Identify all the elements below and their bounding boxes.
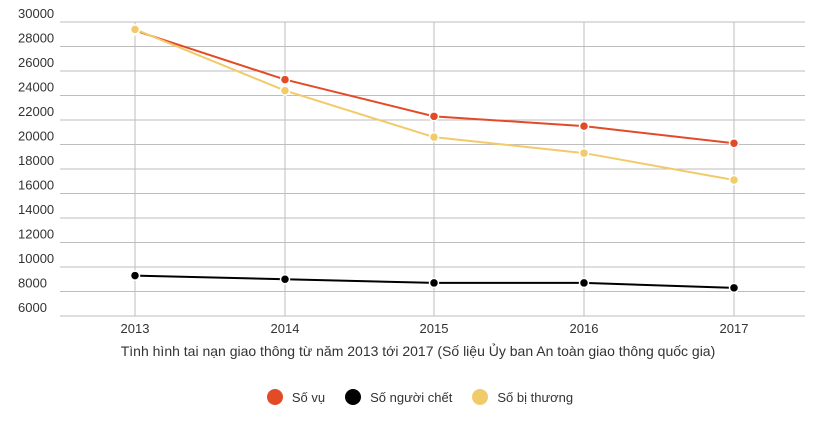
data-point[interactable]: [428, 277, 440, 289]
y-tick-label: 24000: [18, 80, 54, 95]
y-tick-label: 26000: [18, 55, 54, 70]
legend-label: Số vụ: [291, 389, 326, 405]
legend-label: Số người chết: [370, 389, 453, 405]
y-tick-label: 8000: [18, 276, 47, 291]
series-lines: [129, 24, 740, 294]
y-tick-label: 6000: [18, 300, 47, 315]
legend-swatch: [266, 389, 283, 405]
y-tick-label: 12000: [18, 227, 54, 242]
legend-swatch: [345, 389, 362, 405]
x-tick-label: 2014: [271, 321, 300, 336]
legend-swatch: [472, 389, 489, 405]
data-point[interactable]: [129, 24, 141, 35]
grid-lines: [60, 21, 805, 317]
series-0: [129, 25, 740, 149]
legend-item[interactable]: Số vụ: [266, 389, 326, 405]
y-tick-label: 30000: [18, 6, 54, 21]
line-chart: 30000 28000 26000 24000 22000 20000 18000 16000…: [18, 6, 805, 359]
legend-item[interactable]: Số bị thương: [472, 389, 573, 405]
y-axis-ticks: 30000 28000 26000 24000 22000 20000 18000 16000…: [18, 6, 54, 315]
y-tick-label: 14000: [18, 202, 54, 217]
series-1: [129, 270, 740, 294]
data-point[interactable]: [129, 270, 141, 281]
y-tick-label: 18000: [18, 153, 54, 168]
x-tick-label: 2016: [570, 321, 599, 336]
legend: Số vụ Số người chết Số bị thương: [0, 385, 840, 409]
x-axis-ticks: 2013 2014 2015 2016 2017: [121, 321, 749, 336]
y-tick-label: 28000: [18, 31, 54, 46]
x-tick-label: 2015: [420, 321, 449, 336]
x-axis-label: Tình hình tai nạn giao thông từ năm 2013…: [121, 342, 716, 359]
y-tick-label: 22000: [18, 104, 54, 119]
data-point[interactable]: [279, 74, 291, 85]
series-2: [129, 24, 740, 186]
legend-label: Số bị thương: [497, 389, 574, 405]
legend-item[interactable]: Số người chết: [345, 389, 452, 405]
data-point[interactable]: [578, 120, 590, 132]
data-point[interactable]: [728, 138, 740, 149]
x-tick-label: 2013: [121, 321, 150, 336]
data-point[interactable]: [279, 274, 291, 285]
y-tick-label: 20000: [18, 129, 54, 144]
data-point[interactable]: [728, 174, 740, 186]
y-tick-label: 10000: [18, 251, 54, 266]
data-point[interactable]: [428, 111, 440, 122]
data-point[interactable]: [578, 277, 590, 289]
y-tick-label: 16000: [18, 178, 54, 193]
data-point[interactable]: [428, 131, 440, 143]
data-point[interactable]: [728, 282, 740, 294]
x-tick-label: 2017: [720, 321, 749, 336]
data-point[interactable]: [578, 147, 590, 159]
data-point[interactable]: [279, 85, 291, 96]
